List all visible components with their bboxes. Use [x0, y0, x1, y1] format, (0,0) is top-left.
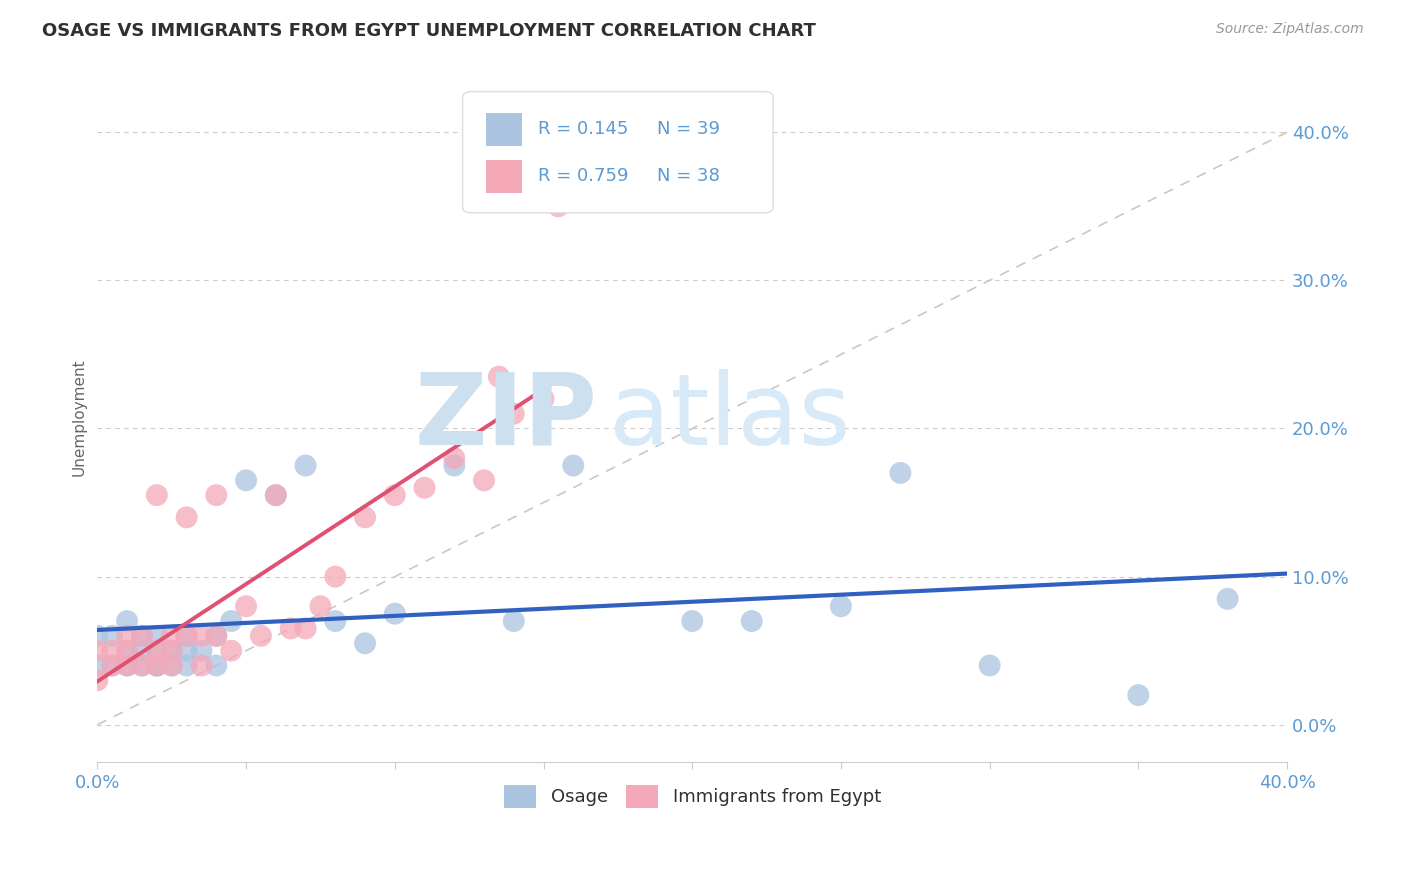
Point: [86, 658, 108, 673]
Point: [235, 599, 257, 614]
Point: [176, 629, 198, 643]
Point: [280, 622, 302, 636]
FancyBboxPatch shape: [463, 92, 773, 213]
Text: OSAGE VS IMMIGRANTS FROM EGYPT UNEMPLOYMENT CORRELATION CHART: OSAGE VS IMMIGRANTS FROM EGYPT UNEMPLOYM…: [42, 22, 815, 40]
Point: [190, 629, 212, 643]
Point: [443, 451, 465, 466]
Text: R = 0.145: R = 0.145: [537, 120, 628, 138]
Point: [294, 458, 316, 473]
Point: [115, 629, 138, 643]
Text: Source: ZipAtlas.com: Source: ZipAtlas.com: [1216, 22, 1364, 37]
Point: [176, 643, 198, 657]
Point: [472, 473, 495, 487]
Point: [190, 643, 212, 657]
Point: [101, 658, 124, 673]
Point: [1128, 688, 1150, 702]
Point: [741, 614, 763, 628]
Point: [101, 658, 124, 673]
Text: atlas: atlas: [609, 369, 851, 466]
Point: [250, 629, 273, 643]
Point: [219, 643, 242, 657]
Point: [115, 658, 138, 673]
Point: [323, 569, 346, 583]
Point: [176, 658, 198, 673]
Point: [219, 614, 242, 628]
Point: [146, 643, 169, 657]
Point: [101, 643, 124, 657]
Point: [502, 614, 524, 628]
Point: [131, 629, 153, 643]
Point: [146, 643, 169, 657]
Point: [235, 473, 257, 487]
Point: [562, 458, 585, 473]
Point: [264, 488, 287, 502]
Point: [205, 629, 228, 643]
Point: [115, 658, 138, 673]
Point: [264, 488, 287, 502]
Text: N = 39: N = 39: [657, 120, 720, 138]
Legend: Osage, Immigrants from Egypt: Osage, Immigrants from Egypt: [496, 778, 889, 814]
Point: [681, 614, 703, 628]
Y-axis label: Unemployment: Unemployment: [72, 359, 86, 476]
Point: [160, 643, 183, 657]
Point: [533, 392, 555, 406]
Point: [443, 458, 465, 473]
Point: [1216, 591, 1239, 606]
Point: [830, 599, 852, 614]
Point: [488, 369, 510, 384]
Point: [115, 643, 138, 657]
Point: [160, 658, 183, 673]
Text: ZIP: ZIP: [415, 369, 598, 466]
Point: [131, 629, 153, 643]
Point: [115, 643, 138, 657]
Point: [176, 629, 198, 643]
Point: [323, 614, 346, 628]
Point: [160, 658, 183, 673]
Point: [146, 658, 169, 673]
Point: [294, 622, 316, 636]
Point: [86, 629, 108, 643]
Point: [146, 658, 169, 673]
Point: [502, 407, 524, 421]
Text: N = 38: N = 38: [657, 168, 720, 186]
Point: [309, 599, 332, 614]
Point: [205, 488, 228, 502]
Point: [354, 636, 377, 650]
Point: [101, 629, 124, 643]
Point: [160, 629, 183, 643]
Point: [176, 510, 198, 524]
Point: [146, 488, 169, 502]
Point: [190, 658, 212, 673]
Point: [547, 199, 569, 213]
Point: [115, 614, 138, 628]
Point: [131, 658, 153, 673]
Point: [889, 466, 911, 480]
Point: [86, 643, 108, 657]
Point: [86, 673, 108, 688]
Point: [384, 607, 406, 621]
Point: [205, 658, 228, 673]
Bar: [486, 160, 522, 193]
Text: R = 0.759: R = 0.759: [537, 168, 628, 186]
Point: [160, 643, 183, 657]
Point: [146, 658, 169, 673]
Bar: [486, 113, 522, 146]
Point: [131, 658, 153, 673]
Point: [205, 629, 228, 643]
Point: [413, 481, 436, 495]
Point: [384, 488, 406, 502]
Point: [354, 510, 377, 524]
Point: [131, 643, 153, 657]
Point: [979, 658, 1001, 673]
Point: [146, 629, 169, 643]
